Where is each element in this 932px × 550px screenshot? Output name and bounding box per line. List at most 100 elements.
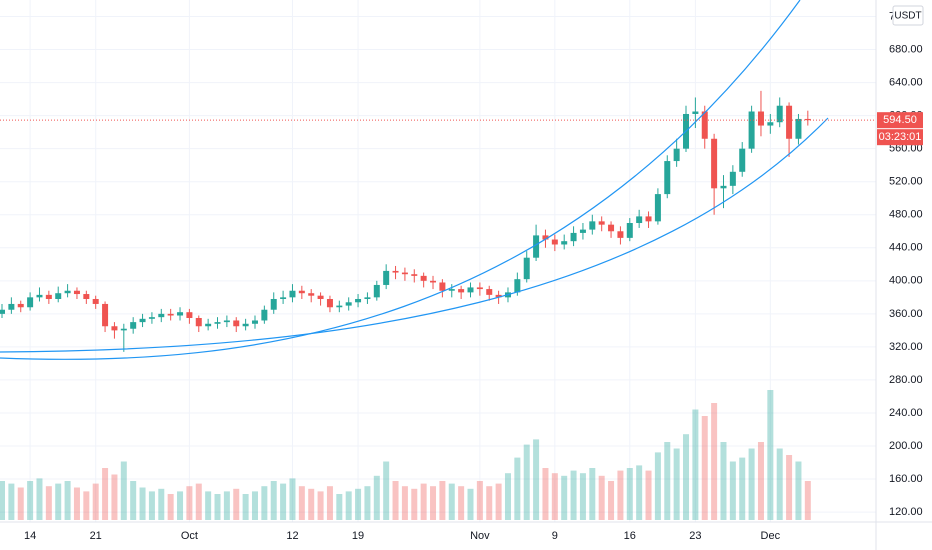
volume-bar xyxy=(420,483,427,520)
volume-bar xyxy=(326,486,333,520)
volume-bar xyxy=(608,481,615,520)
volume-bar xyxy=(83,491,90,520)
candle-body xyxy=(776,105,783,123)
volume-bar xyxy=(355,488,362,520)
y-tick-label: 640.00 xyxy=(889,77,923,89)
volume-bar xyxy=(514,457,521,520)
candle-body xyxy=(804,118,811,121)
volume-bar xyxy=(523,444,530,520)
currency-box[interactable] xyxy=(892,5,924,26)
volume-bar xyxy=(439,481,446,520)
y-tick-label: 400.00 xyxy=(889,275,923,287)
candle-layer xyxy=(0,90,811,352)
volume-bar xyxy=(401,486,408,520)
candle-body xyxy=(729,171,736,186)
candle-body xyxy=(701,111,708,139)
volume-bar xyxy=(683,434,690,520)
volume-bar xyxy=(139,487,146,520)
candle-body xyxy=(626,223,633,238)
candle-body xyxy=(617,231,624,238)
candle-body xyxy=(73,290,80,295)
candle-body xyxy=(326,298,333,308)
candle-body xyxy=(345,302,352,306)
candle-body xyxy=(748,111,755,149)
volume-bar xyxy=(233,488,240,520)
volume-layer xyxy=(0,390,811,520)
candle-body xyxy=(55,293,62,299)
candle-body xyxy=(270,298,277,310)
candle-body xyxy=(654,194,661,222)
volume-bar xyxy=(298,486,305,520)
volume-bar xyxy=(317,491,324,520)
candle-body xyxy=(757,111,764,126)
candle-body xyxy=(167,313,174,316)
candle-body xyxy=(570,232,577,242)
trend-curve xyxy=(0,0,801,360)
volume-bar xyxy=(92,483,99,520)
x-tick-label: 21 xyxy=(90,530,102,542)
volume-bar xyxy=(0,481,5,520)
candle-body xyxy=(383,270,390,285)
candle-body xyxy=(767,122,774,126)
candle-body xyxy=(205,323,212,327)
volume-bar xyxy=(392,481,399,520)
volume-bar xyxy=(223,491,230,520)
volume-bar xyxy=(36,478,43,520)
volume-bar xyxy=(120,461,127,520)
currency: USDT xyxy=(894,11,921,22)
x-tick-label: 14 xyxy=(24,530,36,542)
countdown-box xyxy=(877,129,923,146)
volume-bar xyxy=(251,491,258,520)
volume-bar xyxy=(786,455,793,520)
last-price-label: 594.50 xyxy=(883,114,917,126)
volume-bar xyxy=(195,483,202,520)
volume-bar xyxy=(383,461,390,520)
volume-bar xyxy=(27,481,34,520)
candle-body xyxy=(664,161,671,195)
volume-bar xyxy=(177,491,184,520)
candle-body xyxy=(0,309,5,314)
volume-bar xyxy=(692,409,699,520)
volume-bar xyxy=(617,470,624,520)
candle-body xyxy=(561,241,568,245)
volume-bar xyxy=(242,494,249,520)
y-tick-label: 240.00 xyxy=(889,407,923,419)
volume-bar xyxy=(45,486,52,520)
candle-body xyxy=(514,279,521,293)
volume-bar xyxy=(598,475,605,520)
candle-body xyxy=(36,294,43,298)
volume-bar xyxy=(795,461,802,520)
volume-bar xyxy=(729,461,736,520)
volume-bar xyxy=(64,481,71,520)
candle-body xyxy=(523,257,530,280)
volume-bar xyxy=(533,439,540,520)
volume-bar xyxy=(711,403,718,520)
x-tick-label: 16 xyxy=(624,530,636,542)
volume-bar xyxy=(167,494,174,520)
volume-bar xyxy=(270,481,277,520)
volume-bar xyxy=(645,470,652,520)
volume-bar xyxy=(130,481,137,520)
candle-body xyxy=(233,320,240,327)
candle-body xyxy=(130,322,137,329)
y-tick-label: 320.00 xyxy=(889,341,923,353)
candle-body xyxy=(411,274,418,276)
candle-body xyxy=(533,235,540,258)
candle-body xyxy=(392,270,399,273)
candle-body xyxy=(692,111,699,114)
volume-bar xyxy=(579,473,586,520)
candle-body xyxy=(579,229,586,233)
candle-body xyxy=(608,224,615,232)
candle-body xyxy=(364,297,371,299)
candle-body xyxy=(308,293,315,296)
volume-bar xyxy=(570,470,577,520)
candle-body xyxy=(214,322,221,324)
volume-bar xyxy=(308,488,315,520)
volume-bar xyxy=(626,468,633,520)
volume-bar xyxy=(373,475,380,520)
y-tick-label: 560.00 xyxy=(889,143,923,155)
candle-body xyxy=(467,287,474,293)
volume-bar xyxy=(205,491,212,520)
x-tick-label: 23 xyxy=(689,530,701,542)
volume-bar xyxy=(486,486,493,520)
